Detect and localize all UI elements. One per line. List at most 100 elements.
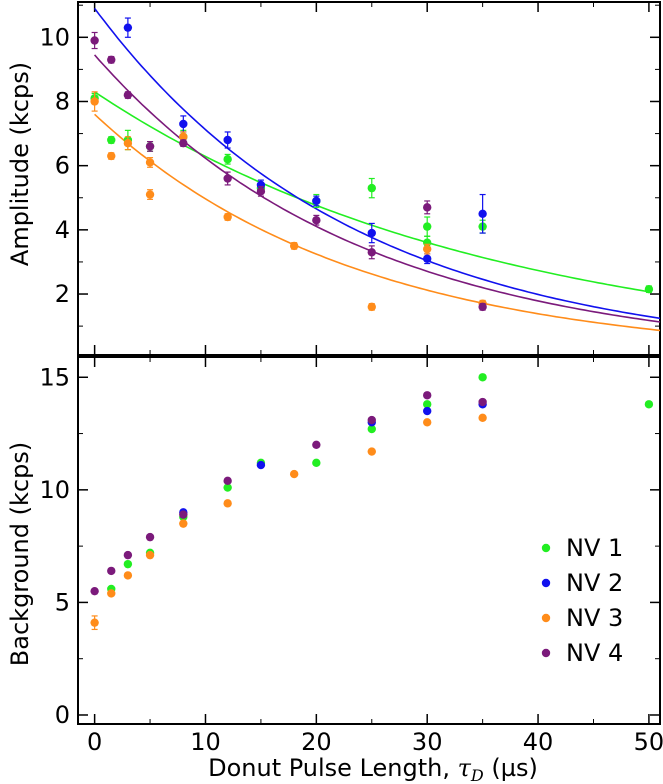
y-tick-label: 10 (39, 476, 70, 504)
data-point-nv-1 (423, 400, 432, 409)
x-tick-label: 0 (87, 728, 102, 756)
x-tick-label: 10 (190, 728, 221, 756)
data-point-nv-4 (423, 203, 432, 212)
data-point-nv-3 (223, 212, 232, 222)
x-axis-label: Donut Pulse Length, τD (µs) (208, 754, 538, 784)
x-axis-label-tau: τ (458, 754, 472, 782)
y-tick-label: 8 (55, 87, 70, 115)
legend-label: NV 2 (566, 569, 623, 597)
data-point-nv-3 (145, 158, 155, 167)
y-tick-label: 5 (55, 588, 70, 616)
data-point-nv-3 (90, 97, 99, 106)
amplitude-y-axis-label: Amplitude (kcps) (6, 62, 34, 266)
data-point-nv-3 (123, 139, 133, 148)
data-point-nv-2 (367, 228, 376, 238)
data-point-nv-3 (179, 519, 188, 528)
y-tick-label: 15 (39, 363, 70, 391)
legend-label: NV 3 (566, 604, 623, 632)
data-point-nv-4 (256, 187, 266, 196)
data-point-nv-3 (478, 413, 487, 422)
data-point-nv-4 (107, 566, 116, 576)
data-point-nv-2 (179, 119, 188, 129)
plot-frame (77, 1, 661, 356)
legend-marker-nv-4 (541, 648, 551, 658)
data-point-nv-2 (423, 254, 432, 263)
data-point-nv-4 (367, 415, 376, 425)
data-point-nv-4 (123, 550, 133, 560)
plot-frame (77, 356, 661, 725)
data-point-nv-4 (179, 139, 188, 148)
x-axis-label-unit: (µs) (484, 754, 538, 782)
data-point-nv-4 (90, 586, 99, 596)
data-point-nv-2 (256, 460, 266, 470)
data-point-nv-1 (223, 483, 232, 492)
data-point-nv-4 (145, 532, 155, 542)
legend-marker-nv-1 (541, 543, 551, 553)
legend-marker-nv-2 (541, 578, 551, 588)
data-point-nv-3 (107, 589, 116, 598)
data-point-nv-1 (423, 222, 432, 231)
y-tick-label: 4 (55, 216, 70, 244)
data-point-nv-4 (223, 174, 232, 183)
data-point-nv-3 (107, 151, 116, 161)
data-point-nv-3 (223, 499, 232, 508)
legend-marker-nv-3 (541, 613, 551, 623)
data-point-nv-3 (289, 241, 299, 251)
legend-label: NV 4 (566, 639, 623, 667)
data-point-nv-3 (145, 190, 155, 199)
background-panel: 0 5 10 15 0 10 20 30 40 50 (39, 356, 663, 756)
background-y-axis-label: Background (kcps) (6, 442, 34, 666)
data-point-nv-1 (107, 135, 116, 145)
data-point-nv-4 (312, 440, 321, 450)
x-tick-label: 30 (412, 728, 443, 756)
data-point-nv-3 (90, 618, 99, 627)
data-point-nv-2 (312, 196, 321, 206)
x-tick-label: 20 (301, 728, 332, 756)
data-point-nv-3 (423, 418, 432, 427)
data-point-nv-3 (367, 447, 376, 456)
fit-curve-nv-4 (93, 54, 661, 323)
fit-curve-nv-3 (94, 113, 661, 332)
data-point-nv-4 (145, 142, 155, 151)
data-point-nv-4 (312, 216, 321, 225)
data-point-nv-4 (179, 510, 188, 519)
data-point-nv-4 (223, 476, 232, 486)
data-point-nv-1 (367, 183, 376, 193)
data-point-nv-1 (123, 559, 133, 569)
data-point-nv-4 (123, 90, 133, 100)
data-point-nv-2 (423, 406, 432, 416)
data-point-nv-4 (90, 36, 99, 45)
data-point-nv-1 (478, 373, 487, 382)
data-point-nv-1 (312, 458, 321, 468)
data-point-nv-4 (478, 302, 487, 312)
legend-label: NV 1 (566, 534, 623, 562)
data-point-nv-3 (367, 302, 376, 312)
data-point-nv-4 (423, 391, 432, 400)
data-point-nv-3 (145, 550, 155, 560)
data-point-nv-2 (223, 135, 232, 145)
y-tick-label: 10 (39, 23, 70, 51)
data-point-nv-2 (123, 23, 133, 32)
data-point-nv-2 (478, 209, 487, 218)
data-point-nv-1 (223, 155, 232, 164)
data-point-nv-4 (367, 248, 376, 257)
data-point-nv-1 (367, 424, 376, 434)
data-point-nv-3 (289, 469, 299, 479)
data-point-nv-1 (644, 400, 654, 409)
data-point-nv-3 (179, 132, 188, 141)
y-tick-label: 2 (55, 280, 70, 308)
data-point-nv-4 (107, 55, 116, 64)
y-tick-label: 0 (55, 701, 70, 729)
x-axis-label-main: Donut Pulse Length, (208, 754, 458, 782)
data-point-nv-4 (478, 397, 487, 407)
data-point-nv-3 (423, 244, 432, 254)
data-point-nv-3 (123, 571, 133, 580)
data-point-nv-1 (644, 285, 654, 294)
x-axis-label-subscript: D (470, 766, 484, 784)
x-tick-label: 40 (523, 728, 554, 756)
legend: NV 1 NV 2 NV 3 NV 4 (541, 534, 623, 667)
y-tick-label: 6 (55, 152, 70, 180)
fit-curve-nv-2 (93, 7, 661, 320)
x-tick-label: 50 (634, 728, 663, 756)
